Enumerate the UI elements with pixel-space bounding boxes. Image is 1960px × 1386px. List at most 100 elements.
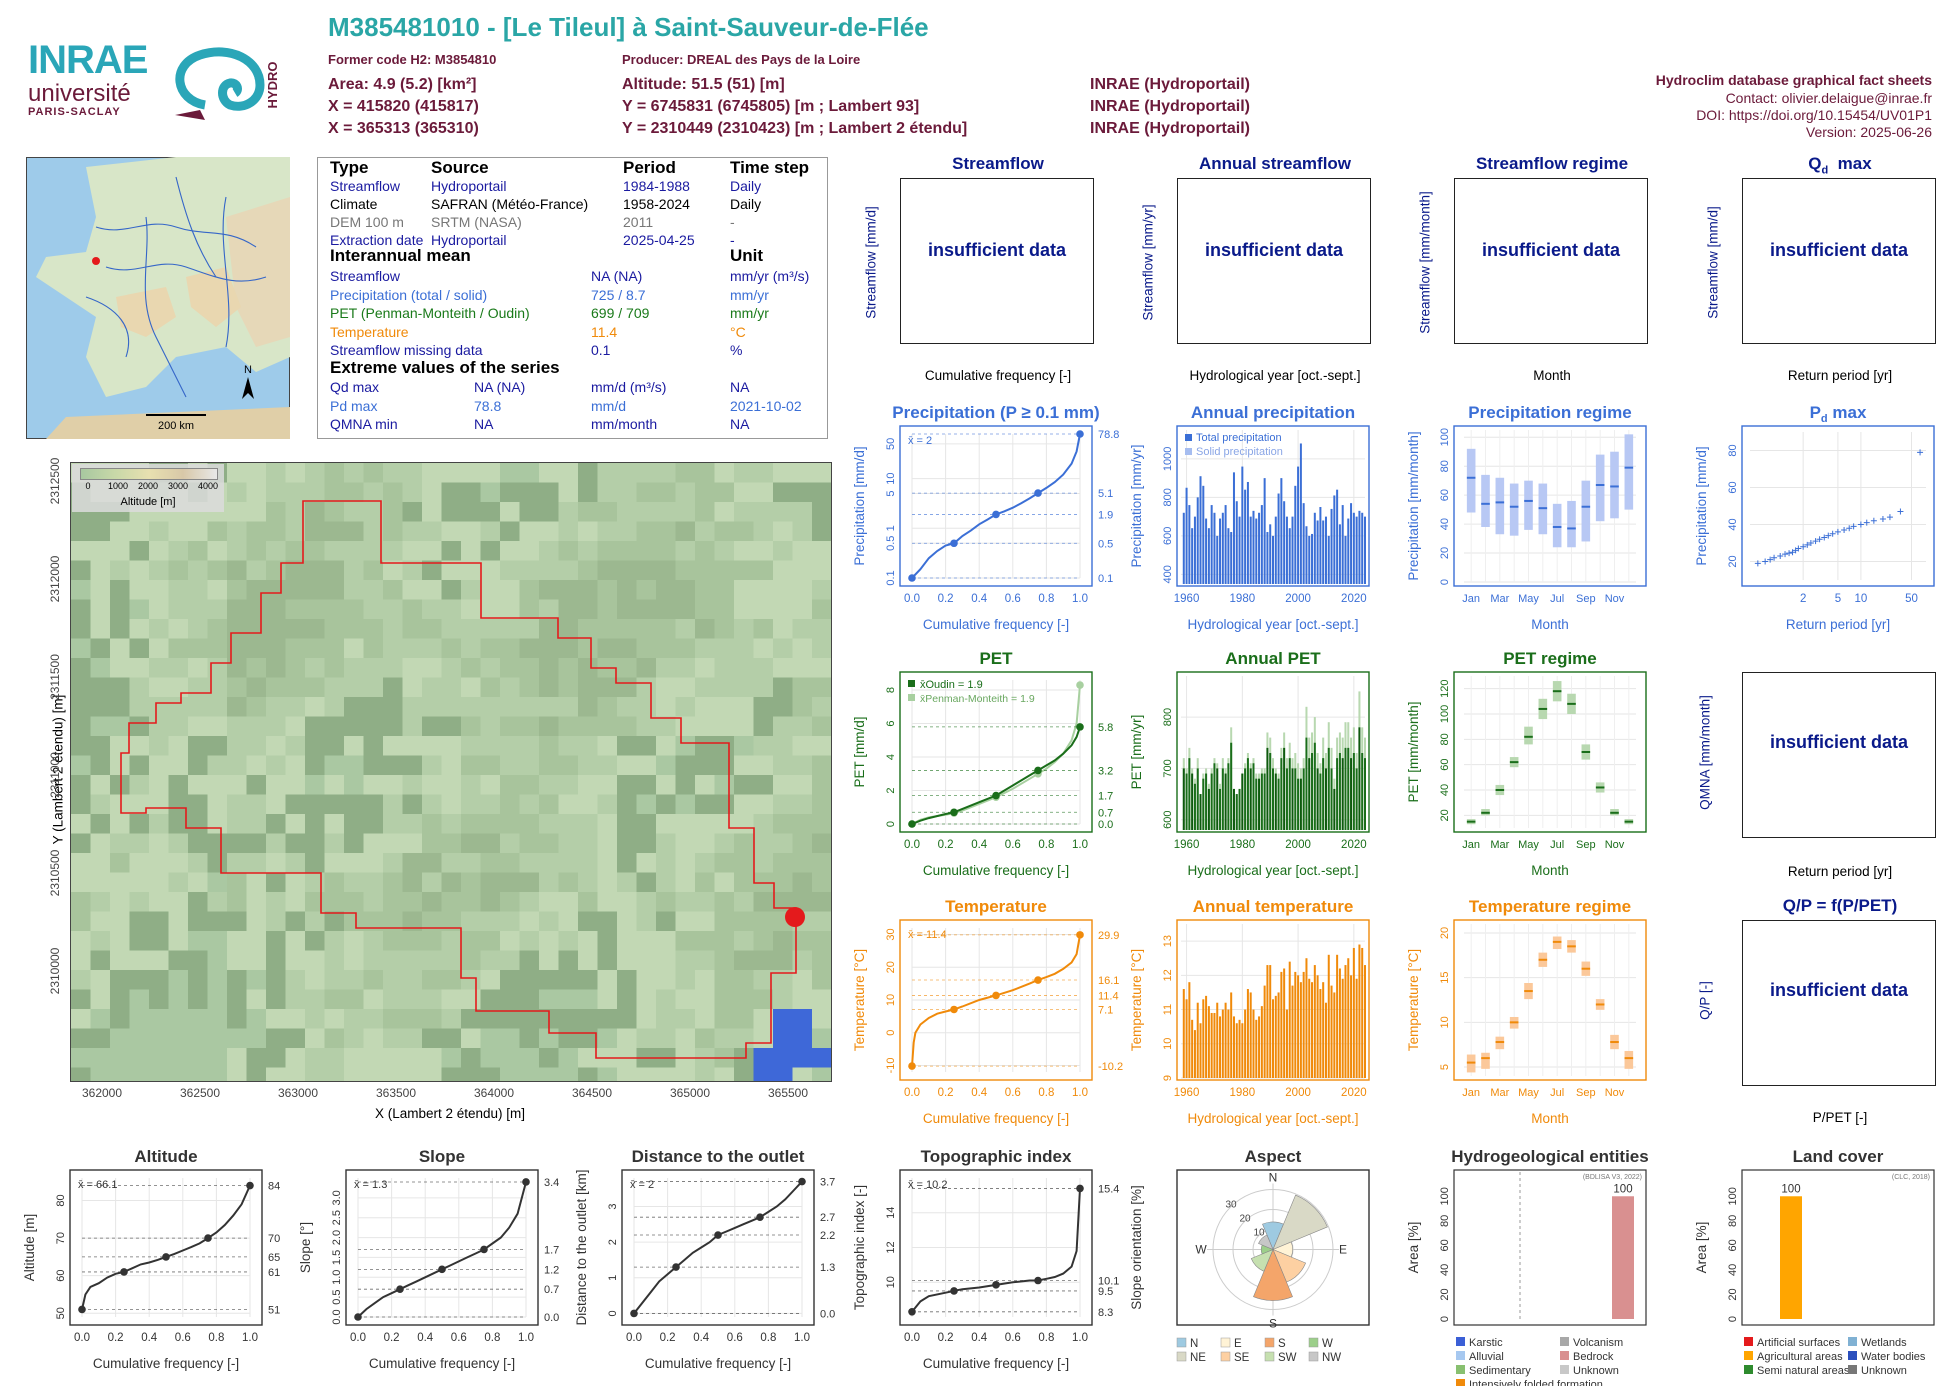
x-tick-label: 2020: [1341, 839, 1367, 851]
map-cell: [539, 716, 559, 737]
map-cell: [246, 716, 267, 737]
map-cell: [227, 736, 247, 756]
y-tick-label: 20: [1439, 547, 1451, 559]
chart-title: Land cover: [1793, 1147, 1884, 1166]
map-cell: [383, 638, 403, 659]
x-tick-label: Nov: [1605, 839, 1625, 851]
map-cell: [636, 541, 657, 561]
doi-link[interactable]: DOI: https://doi.org/10.15454/UV01P1: [1696, 107, 1932, 123]
map-cell: [246, 541, 267, 561]
map-cell: [617, 541, 637, 561]
map-cell: [344, 482, 364, 503]
chart-title: PET: [979, 649, 1013, 668]
bar: [1199, 476, 1202, 584]
y-axis-label: Temperature [°C]: [1129, 949, 1144, 1051]
quantile-point: [246, 1181, 254, 1190]
map-cell: [227, 599, 247, 620]
map-cell: [519, 658, 540, 678]
map-cell: [773, 716, 793, 737]
bar: [1324, 516, 1327, 584]
map-cell: [656, 502, 676, 522]
y-tick-label: 13: [1162, 935, 1174, 947]
streamflow-panel-title: Annual streamflow: [1198, 154, 1352, 173]
map-cell: [110, 658, 130, 678]
y-tick-label: 10: [885, 472, 897, 484]
map-cell: [168, 619, 189, 639]
map-cell: [324, 541, 345, 561]
map-cell: [500, 736, 520, 756]
map-cell: [675, 638, 696, 659]
map-cell: [149, 521, 169, 542]
bar-oudin: [1216, 768, 1219, 830]
hydro-logo: HYDRO: [175, 47, 280, 120]
map-cell: [149, 755, 169, 776]
map-cell: [402, 716, 423, 737]
quantile-label: 78.8: [1098, 429, 1119, 441]
legend-label: Sedimentary: [1469, 1365, 1531, 1377]
quantile-label: 1.7: [1098, 791, 1113, 803]
map-cell: [402, 619, 423, 639]
bar: [1258, 512, 1261, 584]
bar-oudin: [1361, 753, 1364, 830]
quantile-label: 0.0: [820, 1308, 835, 1320]
bar: [1219, 518, 1222, 584]
bar: [1319, 507, 1322, 584]
x-tick-label: 0.2: [938, 839, 954, 851]
y-lambert93: Y = 6745831 (6745805) [m ; Lambert 93]: [622, 98, 920, 115]
map-cell: [695, 482, 715, 503]
y-tick-label: 800: [1162, 488, 1174, 506]
map-cell: [246, 755, 267, 776]
bar: [1274, 995, 1277, 1078]
source-note: (BDLISA V3, 2022): [1583, 1174, 1642, 1181]
info-row-source: Hydroportail: [431, 178, 507, 194]
chart-title: Topographic index: [921, 1147, 1072, 1166]
map-cell: [734, 677, 754, 698]
map-cell: [753, 580, 774, 600]
map-cell: [285, 560, 306, 581]
map-cell: [402, 677, 423, 698]
plot-frame: [345, 1169, 539, 1326]
bar-oudin: [1241, 773, 1244, 830]
y-tick-label: 2: [607, 1239, 619, 1245]
y-tick-label: 40: [1439, 1264, 1451, 1276]
bar: [1238, 516, 1241, 584]
map-cell: [149, 619, 169, 639]
chart-annual_temp: Annual temperature Hydrological year [oct…: [1129, 897, 1370, 1126]
map-cell: [500, 463, 520, 483]
regime-box: [1524, 480, 1533, 530]
x-tick-label: 0.2: [660, 1332, 676, 1344]
y-axis-label: Area [%]: [1406, 1222, 1421, 1274]
map-cell: [71, 638, 91, 659]
quantile-label: 3.7: [820, 1177, 835, 1189]
bar-value-label: 100: [1781, 1183, 1800, 1195]
info-extreme-label: Pd max: [330, 397, 378, 414]
map-cell: [110, 580, 130, 600]
map-cell: [207, 697, 228, 717]
map-cell: [344, 463, 364, 483]
map-cell: [753, 736, 774, 756]
map-cell: [363, 658, 384, 678]
map-cell: [207, 560, 228, 581]
x-tick-label: 1.0: [1072, 839, 1088, 851]
catchment-map[interactable]: [70, 462, 832, 1082]
map-cell: [324, 599, 345, 620]
legend-swatch: [1560, 1365, 1569, 1374]
streamflow-panel-box: [1742, 178, 1936, 344]
x-tick-label: 0.0: [904, 1332, 920, 1344]
x-tick-label: 0.6: [1005, 593, 1021, 605]
map-cell: [441, 482, 462, 503]
map-cell: [285, 521, 306, 542]
regime-box: [1624, 1050, 1634, 1069]
map-cell: [324, 677, 345, 698]
chart-title: Precipitation regime: [1468, 403, 1631, 422]
map-cell: [792, 697, 813, 717]
map-cell: [578, 638, 598, 659]
bar: [1299, 982, 1302, 1078]
map-cell: [168, 521, 189, 542]
map-cell: [227, 482, 247, 503]
y-tick-label: 1.5: [331, 1250, 343, 1265]
chart-precip_cdf: Precipitation (P ≥ 0.1 mm) Cumulative fre…: [852, 403, 1119, 632]
bar: [1294, 971, 1297, 1078]
map-cell: [90, 658, 111, 678]
map-cell: [500, 658, 520, 678]
